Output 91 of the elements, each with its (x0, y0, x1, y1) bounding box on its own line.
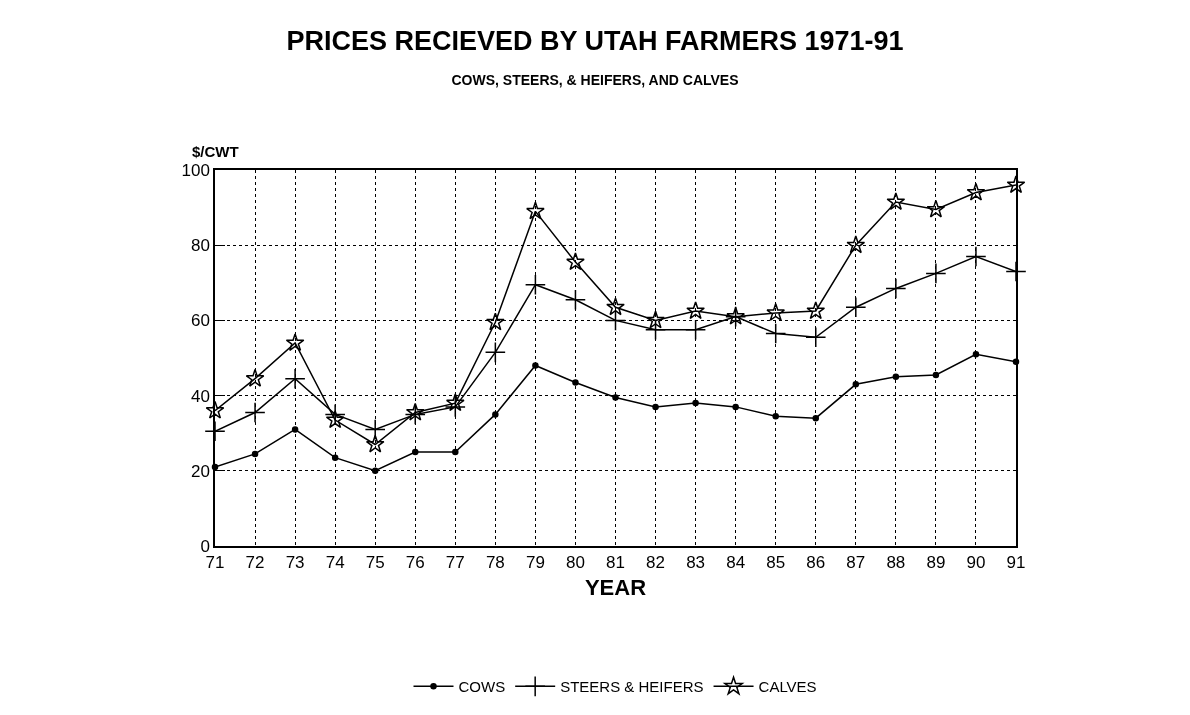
point (645, 319, 667, 341)
point (365, 434, 385, 453)
point (245, 368, 265, 387)
point (492, 411, 499, 418)
point (524, 274, 546, 296)
point (805, 326, 827, 348)
point (484, 341, 506, 363)
x-tick-label: 86 (806, 553, 826, 573)
legend-label: CALVES (758, 678, 817, 696)
point (324, 403, 346, 425)
point (772, 413, 779, 420)
point (612, 394, 619, 401)
point (604, 309, 627, 331)
point (685, 319, 707, 341)
x-tick-label: 72 (245, 553, 265, 573)
point (885, 277, 907, 299)
point (325, 410, 345, 429)
point (291, 426, 299, 433)
point (412, 448, 419, 456)
x-tick-label: 89 (926, 553, 946, 573)
point (331, 454, 339, 461)
point (572, 379, 579, 386)
x-tick-label: 81 (606, 553, 625, 573)
y-tick-label: 40 (190, 386, 210, 406)
point (966, 182, 986, 201)
point (812, 414, 819, 422)
point (652, 403, 659, 411)
x-tick-label: 88 (886, 553, 906, 573)
y-tick-label: 80 (190, 236, 210, 256)
point (445, 393, 465, 412)
point (371, 467, 379, 475)
point (1005, 260, 1027, 283)
y-tick-label: 0 (200, 536, 210, 556)
point (692, 399, 699, 407)
point (452, 448, 459, 456)
point (765, 323, 787, 345)
point (1012, 358, 1020, 366)
point (1006, 175, 1026, 194)
point (284, 368, 306, 390)
y-tick-label: 60 (190, 311, 210, 331)
x-tick-label: 73 (285, 553, 305, 573)
legend-label: COWS (458, 678, 506, 696)
y-tick-label: 100 (181, 160, 210, 180)
x-tick-label: 90 (966, 553, 986, 573)
point (251, 450, 259, 458)
point (686, 301, 705, 320)
x-tick-label: 85 (766, 553, 786, 573)
x-tick-label: 82 (646, 553, 666, 573)
x-tick-label: 75 (365, 553, 385, 573)
point (532, 362, 539, 369)
point (846, 235, 866, 254)
point (852, 381, 860, 388)
x-tick-label: 77 (445, 553, 465, 573)
x-tick-label: 80 (565, 553, 585, 573)
x-tick-label: 71 (205, 553, 225, 573)
point (244, 401, 266, 424)
chart-title: PRICES RECIEVED BY UTAH FARMERS 1971-91 (286, 26, 904, 57)
point (485, 312, 505, 331)
x-tick-label: 74 (325, 553, 345, 573)
point (965, 245, 987, 268)
point (646, 310, 665, 329)
point (732, 403, 739, 411)
point (564, 289, 586, 311)
point (211, 463, 219, 471)
y-tick-label: 20 (190, 461, 210, 481)
x-tick-label: 87 (846, 553, 866, 573)
point (845, 296, 867, 318)
point (925, 262, 947, 284)
x-tick-label: 84 (726, 553, 746, 573)
point (526, 201, 545, 220)
point (806, 301, 826, 320)
x-tick-label: 76 (405, 553, 425, 573)
point (892, 373, 900, 381)
point (606, 297, 625, 316)
point (444, 396, 466, 418)
x-tick-label: 83 (686, 553, 706, 573)
point (886, 192, 906, 211)
point (285, 333, 305, 352)
legend-label: STEERS & HEIFERS (560, 678, 704, 696)
x-tick-label: 91 (1006, 553, 1026, 573)
y-axis-title: $/CWT (192, 143, 239, 160)
x-tick-label: 79 (525, 553, 545, 573)
point (926, 199, 946, 218)
point (766, 303, 786, 321)
point (566, 252, 585, 271)
chart-subtitle: COWS, STEERS, & HEIFERS, AND CALVES (451, 72, 739, 89)
point (972, 350, 980, 358)
point (932, 371, 940, 379)
x-tick-label: 78 (485, 553, 505, 573)
point (205, 400, 225, 419)
x-axis-title: YEAR (584, 574, 647, 600)
